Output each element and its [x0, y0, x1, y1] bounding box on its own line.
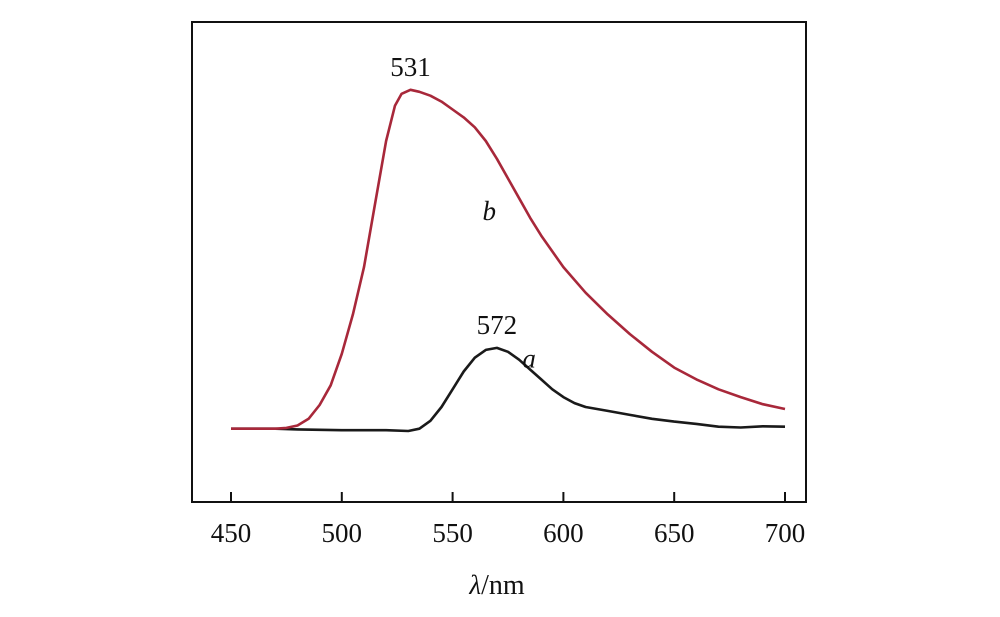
x-axis-label-unit: /nm — [481, 570, 525, 601]
annotation-531: 531 — [390, 52, 431, 82]
x-tick-label: 500 — [322, 518, 363, 548]
x-tick-label: 600 — [543, 518, 584, 548]
annotation-a: a — [522, 344, 536, 374]
x-axis-label-symbol: λ — [468, 570, 481, 600]
series-line-b — [231, 88, 786, 430]
series-line-a — [231, 346, 786, 433]
annotation-b: b — [482, 196, 496, 226]
x-tick-label: 450 — [211, 518, 252, 548]
x-axis-label: λ/nm — [468, 570, 524, 601]
x-tick-label: 700 — [765, 518, 806, 548]
annotation-layer: 531 572 b a — [390, 52, 536, 374]
x-tick-label: 650 — [654, 518, 695, 548]
x-tick-label: 550 — [432, 518, 473, 548]
plot-frame — [191, 21, 807, 503]
x-axis-ticks: 450 500 550 600 650 700 — [211, 492, 806, 548]
series-layer — [231, 88, 786, 433]
annotation-572: 572 — [477, 310, 518, 340]
